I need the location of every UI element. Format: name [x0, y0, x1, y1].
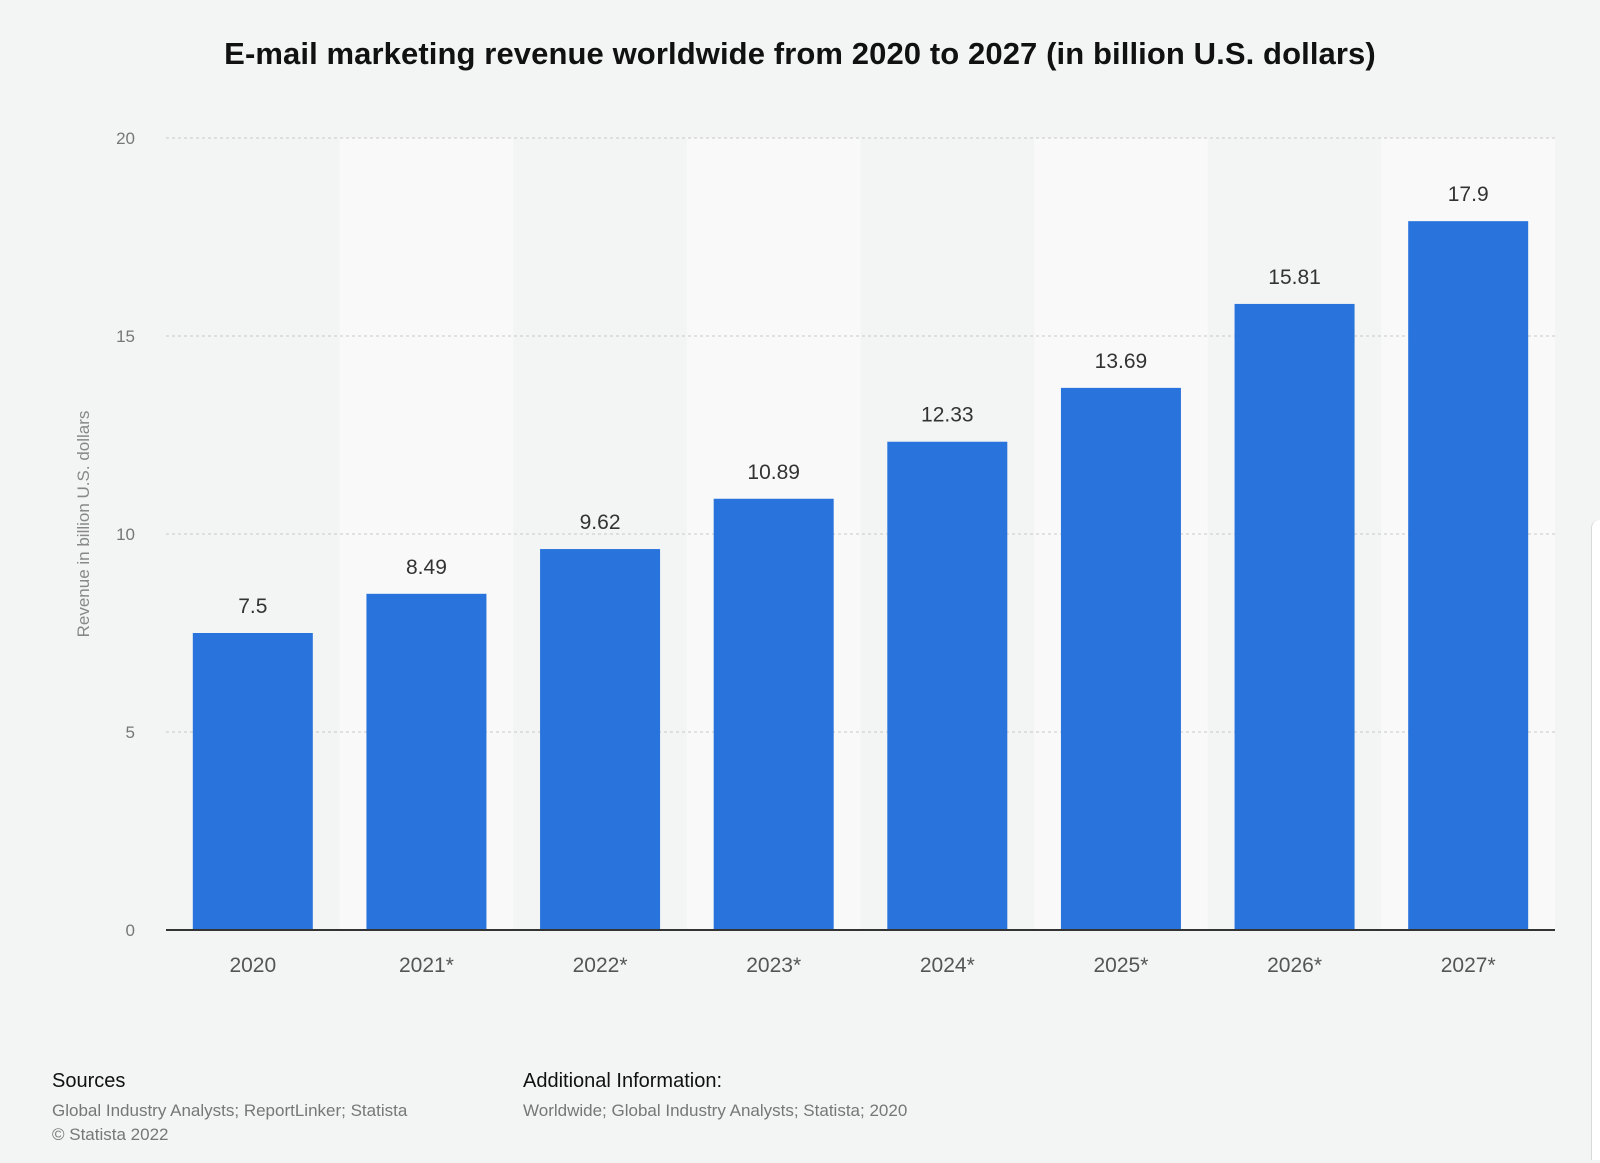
x-tick-label: 2021* [399, 954, 454, 977]
x-tick-label: 2020 [229, 954, 276, 977]
bar[interactable] [540, 549, 661, 930]
value-label: 10.89 [747, 461, 800, 484]
x-tick-label: 2025* [1093, 954, 1148, 977]
sources-block: Sources Global Industry Analysts; Report… [52, 1070, 407, 1147]
bar[interactable] [887, 441, 1008, 930]
additional-info-block: Additional Information: Worldwide; Globa… [523, 1070, 907, 1123]
value-label: 13.69 [1095, 350, 1148, 373]
bar[interactable] [713, 498, 834, 930]
bar[interactable] [1234, 303, 1355, 930]
value-labels: 7.5 8.49 9.62 10.89 12.33 13.69 15.81 17.9 [238, 183, 1488, 618]
value-label: 12.33 [921, 404, 974, 427]
value-label: 15.81 [1268, 266, 1321, 289]
value-label: 17.9 [1448, 183, 1489, 206]
y-tick-label: 0 [126, 921, 135, 940]
x-tick-label: 2026* [1267, 954, 1322, 977]
bar[interactable] [1408, 221, 1529, 930]
bar[interactable] [192, 633, 313, 930]
y-tick-label: 15 [116, 327, 135, 346]
value-label: 9.62 [580, 511, 621, 534]
x-axis-ticks: 2020 2021* 2022* 2023* 2024* 2025* 2026* 2027* [229, 954, 1495, 977]
sources-heading: Sources [52, 1070, 126, 1092]
y-axis-label: Revenue in billion U.S. dollars [74, 411, 93, 638]
x-tick-label: 2027* [1441, 954, 1496, 977]
additional-info-heading: Additional Information: [523, 1070, 723, 1092]
y-tick-label: 20 [116, 129, 135, 148]
sources-line: Global Industry Analysts; ReportLinker; … [52, 1101, 408, 1120]
bar-chart: 0 5 10 15 20 7.5 8.49 9.62 10.89 12.33 13.69 15.81… [74, 129, 1555, 977]
bar[interactable] [1060, 387, 1181, 931]
y-axis-ticks: 0 5 10 15 20 [116, 129, 135, 940]
x-tick-label: 2023* [746, 954, 801, 977]
copyright-line: © Statista 2022 [52, 1125, 169, 1144]
y-tick-label: 10 [116, 525, 135, 544]
y-tick-label: 5 [126, 723, 135, 742]
value-label: 7.5 [238, 595, 267, 618]
x-tick-label: 2024* [920, 954, 975, 977]
chart-title: E-mail marketing revenue worldwide from … [224, 36, 1376, 71]
bar[interactable] [366, 593, 487, 930]
side-panel-edge [1591, 520, 1600, 1160]
x-tick-label: 2022* [573, 954, 628, 977]
value-label: 8.49 [406, 556, 447, 579]
bars [192, 221, 1529, 931]
additional-info-line: Worldwide; Global Industry Analysts; Sta… [523, 1101, 908, 1120]
